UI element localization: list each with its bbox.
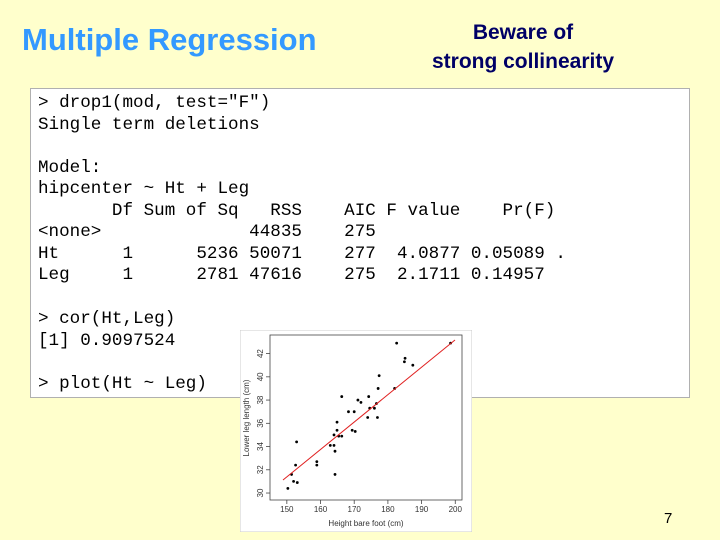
point: [356, 398, 360, 402]
point: [367, 395, 371, 398]
point: [395, 341, 399, 345]
point: [294, 463, 297, 467]
y-tick-label: 38: [256, 395, 265, 404]
console-line: Ht 1 5236 50071 277 4.0877 0.05089 .: [38, 244, 566, 264]
x-tick-label: 190: [415, 505, 429, 514]
note-line: strong collinearity: [431, 50, 615, 73]
point: [315, 460, 319, 464]
console-line: <none> 44835 275: [38, 222, 376, 242]
point: [376, 387, 380, 390]
point: [350, 428, 354, 432]
console-line: [1] 0.9097524: [38, 331, 176, 351]
y-tick-label: 40: [256, 372, 265, 381]
x-tick-label: 160: [314, 505, 328, 514]
point: [403, 356, 407, 360]
x-tick-label: 180: [381, 505, 395, 514]
note-line: Beware of: [472, 21, 574, 44]
point: [292, 480, 295, 483]
point: [377, 374, 381, 378]
scatter-plot: 150 160 170 180 190 200 30 32 34 36 38 40 42 Height …: [240, 330, 472, 532]
point: [411, 363, 415, 367]
point: [352, 410, 356, 414]
point: [340, 434, 344, 438]
console-line: > plot(Ht ~ Leg): [38, 374, 207, 394]
point: [376, 416, 379, 419]
point: [403, 360, 406, 364]
console-line: hipcenter ~ Ht + Leg: [38, 179, 250, 199]
slide-title: Multiple Regression: [22, 22, 317, 57]
console-line: Df Sum of Sq RSS AIC F value Pr(F): [38, 201, 556, 221]
y-tick-label: 30: [256, 488, 265, 497]
x-tick-label: 200: [449, 505, 463, 514]
point: [286, 486, 290, 490]
x-axis-label: Height bare foot (cm): [328, 519, 403, 528]
console-line: > drop1(mod, test="F"): [38, 93, 271, 113]
y-tick-label: 42: [256, 349, 265, 358]
point: [295, 440, 299, 444]
regression-line: [282, 339, 456, 481]
x-tick-label: 170: [348, 505, 362, 514]
plot-frame: [269, 334, 463, 501]
y-tick-label: 32: [256, 465, 265, 474]
point: [333, 449, 337, 453]
point: [332, 433, 336, 437]
y-tick-label: 34: [256, 442, 265, 451]
console-line: Single term deletions: [38, 115, 260, 135]
console-line: Model:: [38, 158, 102, 178]
point: [332, 443, 336, 447]
y-axis-label: Lower leg length (cm): [242, 379, 251, 456]
point: [353, 430, 357, 433]
console-line: > cor(Ht,Leg): [38, 309, 176, 329]
page-number: 7: [664, 510, 673, 527]
y-tick-label: 36: [256, 418, 265, 427]
point: [335, 428, 339, 432]
point: [373, 406, 376, 410]
point: [315, 463, 319, 467]
point: [359, 400, 363, 404]
x-tick-label: 150: [280, 505, 294, 514]
point: [347, 410, 350, 414]
point: [295, 481, 299, 484]
point: [340, 395, 344, 398]
point: [366, 416, 370, 419]
console-line: Leg 1 2781 47616 275 2.1711 0.14957: [38, 265, 545, 285]
point: [335, 420, 339, 424]
note: Beware of strong collinearity: [400, 18, 646, 76]
point: [333, 473, 337, 476]
point: [328, 443, 332, 447]
